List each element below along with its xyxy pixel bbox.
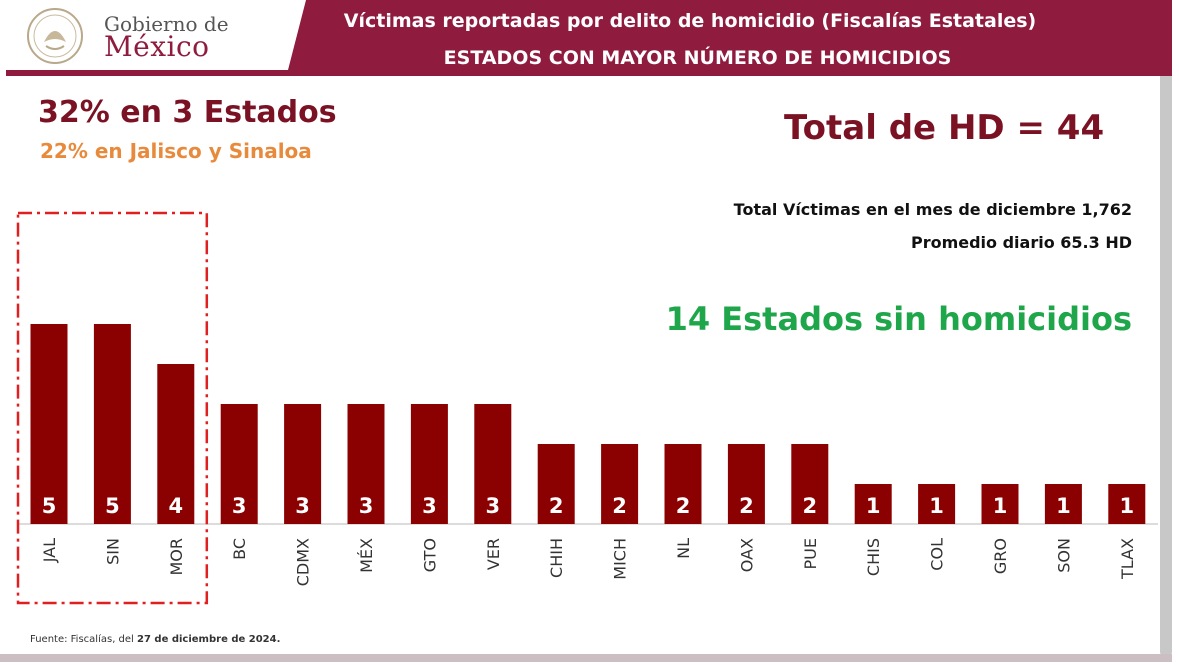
tick-label-ver: VER [484, 538, 503, 570]
scrollbar[interactable] [1160, 76, 1172, 656]
data-label-cdmx: 3 [295, 494, 310, 518]
data-label-son: 1 [1056, 494, 1071, 518]
tick-label-col: COL [928, 538, 947, 571]
tick-label-méx: MÉX [357, 538, 376, 573]
bar-sin [93, 324, 131, 524]
data-label-oax: 2 [739, 494, 754, 518]
highlight-box [16, 211, 209, 605]
tick-label-bc: BC [230, 538, 249, 560]
subheadline: 22% en Jalisco y Sinaloa [40, 139, 312, 163]
tick-label-gro: GRO [991, 538, 1010, 574]
page-subtitle: ESTADOS CON MAYOR NÚMERO DE HOMICIDIOS [443, 47, 952, 69]
bar-gto [410, 404, 448, 524]
tick-label-son: SON [1054, 538, 1073, 573]
tick-label-chis: CHIS [864, 538, 883, 576]
bar-mich [601, 444, 639, 524]
tick-label-pue: PUE [801, 538, 820, 569]
data-label-méx: 3 [359, 494, 374, 518]
tick-label-nl: NL [674, 538, 693, 559]
bar-mor [157, 364, 195, 524]
bar-pue [791, 444, 829, 524]
data-label-chis: 1 [866, 494, 881, 518]
logo-text-mexico: México [104, 30, 210, 63]
data-label-gro: 1 [993, 494, 1008, 518]
bar-méx [347, 404, 385, 524]
bar-chis [854, 484, 892, 524]
data-label-nl: 2 [676, 494, 691, 518]
source-prefix: Fuente: Fiscalías, del [30, 634, 138, 645]
data-label-bc: 3 [232, 494, 247, 518]
data-label-ver: 3 [485, 494, 500, 518]
promedio-diario: Promedio diario 65.3 HD [910, 233, 1132, 252]
bar-tlax [1108, 484, 1146, 524]
tick-label-sin: SIN [103, 538, 122, 565]
tick-label-chih: CHIH [547, 538, 566, 578]
bar-jal [30, 324, 68, 524]
bar-nl [664, 444, 702, 524]
tick-label-mich: MICH [611, 538, 630, 580]
estados-sin-homicidios: 14 Estados sin homicidios [665, 300, 1132, 338]
data-label-mor: 4 [168, 494, 183, 518]
bar-ver [474, 404, 512, 524]
bar-bc [220, 404, 258, 524]
data-label-mich: 2 [612, 494, 627, 518]
data-label-jal: 5 [42, 494, 57, 518]
tick-label-tlax: TLAX [1118, 538, 1137, 580]
bar-cdmx [284, 404, 322, 524]
total-hd: Total de HD = 44 [784, 108, 1105, 148]
bar-chih [537, 444, 575, 524]
data-label-pue: 2 [802, 494, 817, 518]
bottom-border [0, 654, 1172, 662]
bar-gro [981, 484, 1019, 524]
bar-col [918, 484, 956, 524]
headline: 32% en 3 Estados [38, 95, 337, 130]
data-label-chih: 2 [549, 494, 564, 518]
coat-of-arms-icon [27, 8, 83, 64]
bar-son [1044, 484, 1082, 524]
data-label-sin: 5 [105, 494, 120, 518]
source-note: Fuente: Fiscalías, del 27 de diciembre d… [30, 634, 280, 645]
total-victimas: Total Víctimas en el mes de diciembre 1,… [733, 200, 1132, 219]
tick-label-gto: GTO [420, 538, 439, 572]
tick-label-oax: OAX [737, 538, 756, 572]
page-title: Víctimas reportadas por delito de homici… [343, 10, 1037, 32]
tick-label-cdmx: CDMX [294, 538, 313, 586]
bar-oax [727, 444, 765, 524]
tick-label-mor: MOR [167, 538, 186, 576]
source-date: 27 de diciembre de 2024. [137, 634, 281, 645]
tick-label-jal: JAL [40, 538, 59, 563]
data-label-tlax: 1 [1119, 494, 1134, 518]
data-label-col: 1 [929, 494, 944, 518]
logo-text-gobierno: Gobierno de [104, 12, 229, 36]
data-label-gto: 3 [422, 494, 437, 518]
